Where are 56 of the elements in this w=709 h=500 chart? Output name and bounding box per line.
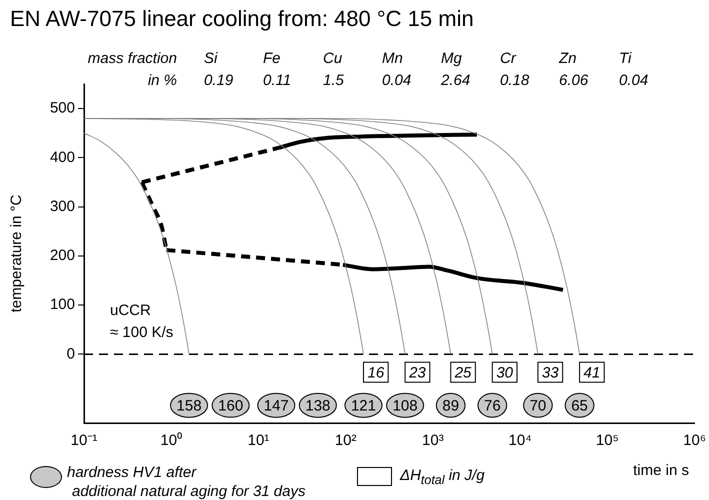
x-tick-label: 10⁶	[683, 432, 706, 450]
annotation: 160	[218, 397, 244, 414]
annotation: 70	[530, 397, 546, 414]
y-tick-label: 200	[50, 247, 75, 264]
annotation: 30	[496, 364, 514, 382]
text: Si	[204, 50, 218, 67]
annotation: 23	[408, 364, 426, 382]
annotation: 76	[484, 397, 501, 414]
text: Fe	[263, 50, 281, 67]
annotation: 158	[176, 397, 202, 414]
text: Mn	[382, 50, 403, 67]
text: Zn	[559, 50, 577, 67]
y-tick-label: 300	[50, 198, 75, 215]
y-tick-label: 500	[50, 100, 75, 117]
annotation: uCCR	[110, 302, 151, 319]
x-tick-label: 10⁵	[596, 432, 619, 450]
x-tick-label: 10⁻¹	[70, 432, 98, 450]
annotation: 2.64	[441, 72, 470, 89]
annotation: 6.06	[559, 72, 588, 89]
text: Cu	[323, 50, 342, 67]
annotation: 0.18	[500, 72, 530, 89]
y-axis-title: temperature in °C	[8, 194, 26, 312]
y-tick-label: 0	[66, 345, 75, 362]
annotation: ≈ 100 K/s	[110, 324, 174, 341]
annotation: 33	[542, 364, 560, 382]
x-tick-label: 10²	[334, 432, 357, 450]
text: Mg	[441, 50, 462, 67]
x-tick-label: 10³	[422, 432, 444, 450]
text: Cr	[500, 50, 516, 67]
annotation: 108	[392, 397, 418, 414]
text: ΔH$_{total}$ in J/g	[400, 467, 485, 487]
text: mass fraction	[88, 50, 177, 67]
annotation: 147	[264, 397, 289, 414]
text: hardness HV1 after	[67, 464, 196, 481]
text: Ti	[619, 50, 632, 67]
annotation: 0.04	[382, 72, 412, 89]
annotation: 1.5	[323, 72, 344, 89]
annotation: 41	[584, 364, 600, 382]
annotation: in %	[148, 72, 177, 89]
text: additional natural aging for 31 days	[72, 483, 306, 500]
y-tick-label: 400	[50, 148, 75, 166]
x-tick-label: 10⁴	[508, 432, 532, 450]
y-tick-label: 100	[50, 296, 75, 314]
annotation: 0.19	[204, 72, 234, 89]
annotation: 138	[305, 397, 330, 414]
annotation: 16	[367, 364, 385, 382]
x-tick-label: 10⁰	[160, 432, 182, 450]
x-tick-label: 10¹	[248, 432, 270, 450]
annotation: 121	[350, 397, 376, 414]
annotation: 65	[571, 397, 588, 414]
annotation: 0.04	[619, 72, 648, 89]
x-axis-title: time in s	[633, 462, 689, 479]
annotation: 89	[442, 397, 460, 414]
chart-title: EN AW-7075 linear cooling from: 480 °C 15 min	[10, 6, 474, 32]
annotation: 0.11	[263, 72, 292, 89]
annotation: 25	[454, 364, 472, 382]
